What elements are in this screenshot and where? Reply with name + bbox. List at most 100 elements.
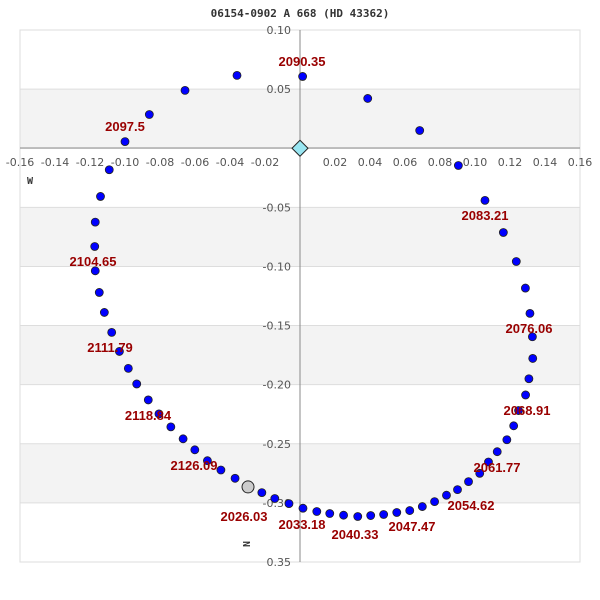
- orbit-point: [502, 435, 512, 445]
- orbit-point: [509, 421, 519, 431]
- epoch-label: 2047.47: [389, 519, 436, 534]
- x-tick-label: 0.16: [568, 156, 593, 169]
- orbit-point: [104, 165, 114, 175]
- orbit-point: [430, 497, 439, 506]
- orbit-point: [480, 195, 490, 205]
- y-tick-labels: 0.10 0.05 -0.05 -0.10 -0.15 -0.20 -0.25 -0.30 0.…: [263, 24, 291, 569]
- direction-label-north: N: [242, 541, 253, 547]
- epoch-label: 2126.09: [171, 458, 218, 473]
- y-tick-label: -0.05: [263, 201, 291, 214]
- orbit-point: [528, 354, 538, 363]
- x-tick-label: -0.16: [6, 156, 34, 169]
- orbit-point: [525, 308, 535, 318]
- orbit-point: [298, 503, 308, 513]
- x-tick-label: 0.02: [323, 156, 348, 169]
- orbit-point: [143, 395, 153, 405]
- y-tick-label: -0.25: [263, 438, 291, 451]
- orbit-point: [415, 126, 425, 135]
- current-position-point: [241, 480, 255, 494]
- orbit-point: [99, 308, 109, 317]
- epoch-label: 2054.62: [448, 498, 495, 513]
- orbit-point: [366, 511, 376, 520]
- x-tick-labels: -0.16 -0.14 -0.12 -0.10 -0.08 -0.06 -0.04 -0.02…: [6, 156, 592, 169]
- orbit-point: [442, 490, 451, 500]
- orbit-point: [166, 422, 176, 432]
- orbit-point: [492, 447, 502, 457]
- orbit-point: [90, 266, 100, 276]
- orbit-point: [230, 473, 240, 483]
- orbit-point: [120, 137, 130, 147]
- orbit-point: [203, 456, 212, 466]
- orbit-point: [353, 512, 363, 521]
- y-tick-label: -0.20: [263, 379, 291, 392]
- epoch-label: 2104.65: [70, 254, 117, 269]
- orbit-point: [363, 94, 373, 103]
- epoch-label: 2118.84: [125, 408, 172, 423]
- epoch-label: 2090.35: [279, 54, 326, 69]
- orbit-point: [284, 499, 294, 508]
- orbit-point: [216, 465, 226, 475]
- x-tick-label: 0.08: [428, 156, 453, 169]
- orbit-point: [90, 217, 100, 227]
- y-tick-label: 0.10: [267, 24, 292, 37]
- orbit-point: [453, 485, 462, 495]
- x-tick-label: 0.12: [498, 156, 523, 169]
- epoch-label: 2033.18: [279, 517, 326, 532]
- y-tick-label: -0.15: [263, 320, 291, 333]
- y-tick-label: 0.05: [267, 83, 292, 96]
- orbit-point: [232, 70, 242, 80]
- orbit-point: [115, 347, 124, 356]
- y-tick-label: 0.35: [267, 556, 292, 569]
- direction-label-west: W: [27, 176, 34, 187]
- orbit-point: [123, 363, 133, 373]
- x-tick-label: 0.06: [393, 156, 418, 169]
- epoch-label: 2040.33: [332, 527, 379, 542]
- orbit-point: [180, 86, 190, 95]
- x-tick-label: -0.08: [146, 156, 174, 169]
- orbit-point: [90, 242, 100, 251]
- epoch-label: 2076.06: [506, 321, 553, 336]
- orbit-points: [90, 70, 538, 521]
- y-tick-label: -0.10: [263, 260, 291, 273]
- orbit-point: [96, 192, 105, 201]
- orbit-point: [270, 494, 280, 503]
- orbit-point: [144, 110, 154, 119]
- orbit-point: [511, 257, 521, 266]
- orbit-point: [312, 507, 322, 516]
- orbit-point: [132, 379, 142, 389]
- x-tick-label: -0.10: [111, 156, 139, 169]
- x-tick-label: 0.14: [533, 156, 558, 169]
- x-tick-label: -0.02: [251, 156, 279, 169]
- orbit-point: [464, 477, 473, 487]
- orbit-point: [107, 328, 117, 337]
- orbit-point: [405, 506, 415, 515]
- orbit-point: [417, 502, 427, 511]
- epoch-label: 2111.79: [87, 340, 133, 355]
- orbit-point: [392, 508, 402, 517]
- orbit-point: [379, 510, 389, 519]
- orbit-point: [498, 228, 508, 237]
- orbit-point: [453, 161, 463, 170]
- orbit-point: [514, 406, 523, 415]
- chart-title: 06154-0902 A 668 (HD 43362): [211, 7, 390, 20]
- orbit-point: [521, 390, 530, 400]
- orbit-point: [257, 488, 267, 498]
- orbit-point: [154, 409, 164, 419]
- epoch-label: 2097.5: [105, 119, 145, 134]
- orbit-point: [475, 468, 485, 478]
- orbit-point: [484, 457, 493, 467]
- epoch-label: 2061.77: [474, 460, 521, 475]
- orbit-point: [521, 283, 530, 293]
- orbit-point: [190, 445, 200, 455]
- x-tick-label: -0.06: [181, 156, 209, 169]
- epoch-label: 2026.03: [221, 509, 268, 524]
- orbit-point: [298, 72, 308, 81]
- orbit-point: [528, 332, 537, 342]
- orbit-point: [178, 434, 188, 444]
- epoch-labels: 2090.35 2083.21 2076.06 2068.91 2061.77 2054.…: [70, 54, 553, 542]
- primary-star-marker: [291, 139, 309, 157]
- x-tick-label: -0.04: [216, 156, 244, 169]
- orbit-point: [524, 374, 534, 384]
- x-tick-label: -0.12: [76, 156, 104, 169]
